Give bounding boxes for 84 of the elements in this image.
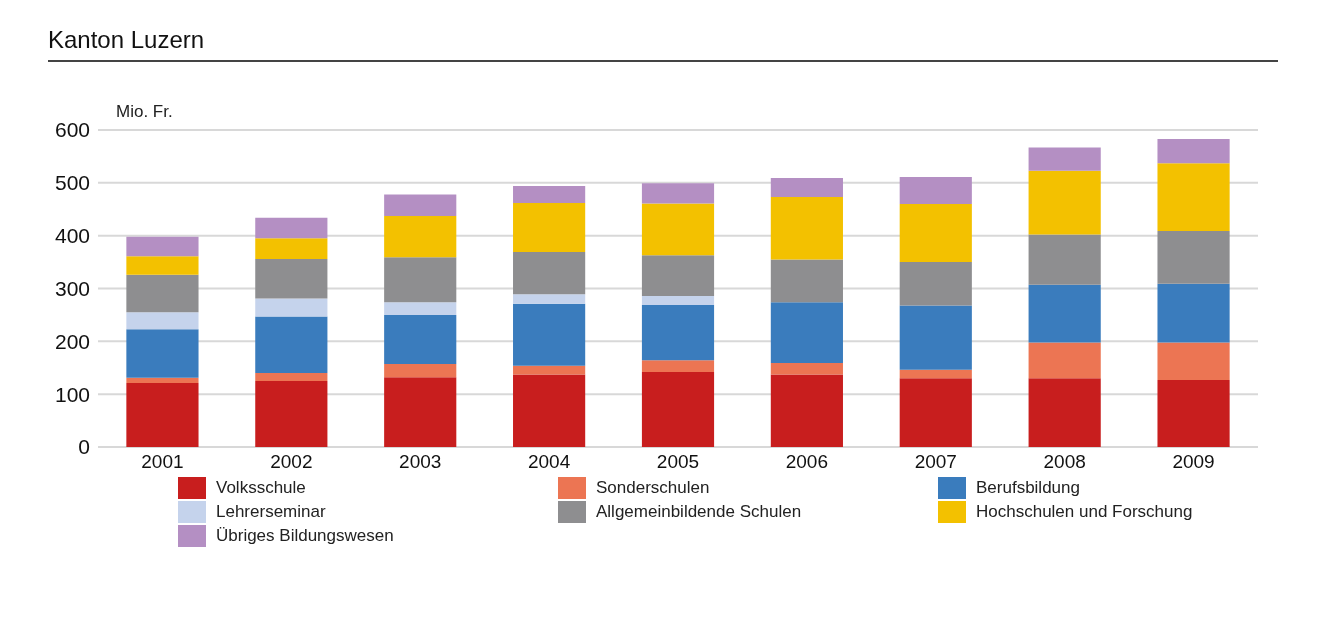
bar [1028, 342, 1101, 379]
y-tick-label: 0 [78, 435, 90, 459]
bar [384, 257, 457, 303]
bar [384, 302, 457, 315]
legend-label: Volksschule [216, 478, 306, 498]
bar [770, 259, 843, 303]
bar [641, 371, 715, 447]
bar [513, 186, 586, 203]
x-tick-label: 2005 [656, 451, 700, 473]
bar [126, 236, 199, 257]
bar [1157, 379, 1230, 447]
x-tick-label: 2007 [914, 451, 957, 473]
bar [641, 183, 715, 204]
x-tick-label: 2002 [270, 451, 313, 473]
bar [1157, 138, 1230, 164]
bar [384, 314, 457, 365]
bar [1157, 163, 1230, 231]
legend-label: Hochschulen und Forschung [976, 502, 1193, 522]
x-tick-label: 2006 [785, 451, 829, 473]
legend-label: Übriges Bildungswesen [216, 526, 394, 546]
bar [513, 294, 586, 304]
bar [513, 365, 586, 375]
bar [899, 369, 972, 379]
bar [1157, 230, 1230, 284]
legend-label: Lehrerseminar [216, 502, 326, 522]
y-tick-label: 600 [54, 118, 90, 142]
chart-title: Kanton Luzern [48, 8, 1278, 62]
bar [1028, 170, 1101, 235]
bar [255, 316, 328, 374]
bar [126, 312, 199, 330]
y-tick-label: 300 [54, 276, 90, 300]
bar [641, 255, 715, 296]
x-tick-label: 2008 [1043, 451, 1086, 473]
bar [1157, 342, 1230, 380]
bar [770, 197, 843, 260]
bar [513, 202, 586, 253]
bar [255, 373, 328, 381]
bar [513, 374, 586, 447]
y-tick-label: 100 [54, 382, 90, 406]
x-tick-label: 2001 [141, 451, 184, 473]
bar [899, 177, 972, 204]
bar [899, 378, 972, 447]
bar [1028, 147, 1101, 171]
bar [1028, 234, 1101, 285]
bar [1028, 378, 1101, 447]
bar [255, 258, 328, 299]
legend-label: Allgemeinbildende Schulen [596, 502, 802, 522]
bar [770, 178, 843, 198]
x-tick-label: 2003 [399, 451, 442, 473]
bar [899, 262, 972, 306]
x-tick-label: 2009 [1172, 451, 1215, 473]
bar [384, 377, 457, 447]
y-tick-label: 400 [54, 224, 90, 248]
bar [899, 203, 972, 263]
bar [126, 377, 199, 384]
bar [126, 329, 199, 378]
bar [384, 364, 457, 378]
bar [641, 295, 715, 305]
legend-label: Berufsbildung [976, 478, 1080, 498]
bar [1028, 284, 1101, 343]
bar [255, 298, 328, 317]
bar [126, 383, 199, 447]
bar [641, 360, 715, 372]
bar [641, 304, 715, 361]
y-tick-label: 200 [54, 329, 90, 353]
bar [1157, 283, 1230, 343]
bar [126, 256, 199, 275]
bar [770, 374, 843, 447]
bar [255, 238, 328, 259]
bar [255, 380, 328, 447]
bar [770, 363, 843, 375]
bar [384, 194, 457, 217]
bar [513, 252, 586, 295]
legend-label: Sonderschulen [596, 478, 710, 498]
bar [899, 305, 972, 370]
bar [513, 303, 586, 366]
bar [126, 274, 199, 313]
bar [641, 203, 715, 256]
y-axis-title: Mio. Fr. [116, 102, 174, 122]
bar [770, 302, 843, 363]
bar [255, 217, 328, 239]
y-tick-label: 500 [54, 171, 90, 195]
bar [384, 216, 457, 258]
x-tick-label: 2004 [527, 451, 571, 473]
